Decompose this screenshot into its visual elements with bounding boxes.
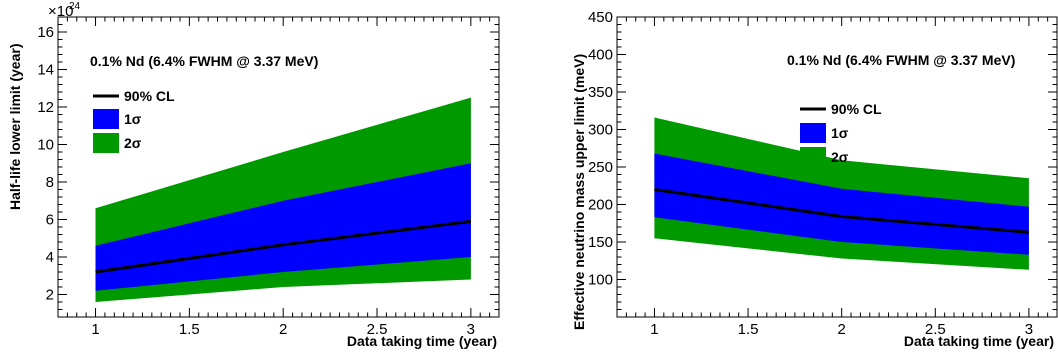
- left-x-axis-title: Data taking time (year): [347, 333, 497, 349]
- left-annotation: 0.1% Nd (6.4% FWHM @ 3.37 MeV): [90, 53, 318, 69]
- right-y-tick-label: 450: [588, 9, 613, 26]
- right-y-tick-label: 250: [588, 159, 613, 176]
- left-x-tick-label: 1: [91, 321, 99, 338]
- left-legend-label-1sigma: 1σ: [124, 111, 142, 127]
- left-exponent-power: 24: [69, 1, 81, 12]
- right-legend-label-2sigma: 2σ: [831, 149, 849, 165]
- left-y-tick-label: 2: [46, 287, 54, 304]
- left-legend-label-2sigma: 2σ: [124, 135, 142, 151]
- right-y-tick-label: 200: [588, 197, 613, 214]
- left-y-tick-label: 16: [37, 24, 54, 41]
- left-y-tick-label: 14: [37, 62, 54, 79]
- left-x-tick-label: 1.5: [179, 321, 200, 338]
- left-y-tick-label: 8: [46, 174, 54, 191]
- right-y-tick-label: 350: [588, 84, 613, 101]
- left-y-tick-label: 4: [46, 249, 54, 266]
- right-legend-label-1sigma: 1σ: [831, 125, 849, 141]
- right-legend-label-90cl: 90% CL: [831, 101, 882, 117]
- left-x-tick-label: 2: [279, 321, 287, 338]
- right-x-tick-label: 2: [838, 321, 846, 338]
- left-y-tick-label: 12: [37, 99, 54, 116]
- left-legend-label-90cl: 90% CL: [124, 88, 175, 104]
- right-x-tick-label: 1.5: [738, 321, 759, 338]
- right-x-tick-label: 1: [650, 321, 658, 338]
- right-y-tick-label: 100: [588, 272, 613, 289]
- right-annotation: 0.1% Nd (6.4% FWHM @ 3.37 MeV): [787, 52, 1015, 68]
- left-y-tick-label: 10: [37, 137, 54, 154]
- right-y-tick-label: 400: [588, 47, 613, 64]
- left-y-axis-title: Half-life lower limit (year): [7, 44, 23, 210]
- left-legend-1sigma-swatch: [93, 109, 119, 129]
- right-y-tick-label: 150: [588, 234, 613, 251]
- right-x-axis-title: Data taking time (year): [904, 333, 1054, 349]
- right-y-axis-title: Effective neutrino mass upper limit (meV…: [571, 54, 587, 330]
- left-y-tick-label: 6: [46, 212, 54, 229]
- right-legend-2sigma-swatch: [800, 147, 826, 167]
- right-legend-1sigma-swatch: [800, 123, 826, 143]
- right-y-tick-label: 300: [588, 122, 613, 139]
- left-legend-2sigma-swatch: [93, 133, 119, 153]
